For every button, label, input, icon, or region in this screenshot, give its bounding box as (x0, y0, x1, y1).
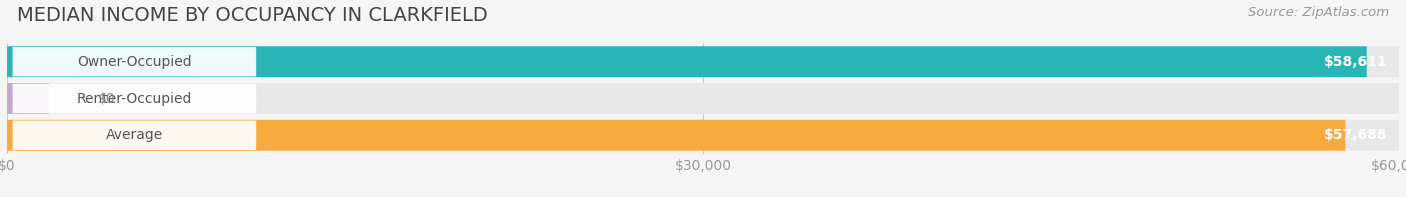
Text: Average: Average (105, 128, 163, 142)
Text: Owner-Occupied: Owner-Occupied (77, 55, 191, 69)
Text: Source: ZipAtlas.com: Source: ZipAtlas.com (1249, 6, 1389, 19)
FancyBboxPatch shape (13, 47, 256, 76)
FancyBboxPatch shape (13, 121, 256, 150)
Text: $58,611: $58,611 (1324, 55, 1388, 69)
FancyBboxPatch shape (7, 120, 1399, 151)
Text: MEDIAN INCOME BY OCCUPANCY IN CLARKFIELD: MEDIAN INCOME BY OCCUPANCY IN CLARKFIELD (17, 6, 488, 25)
Text: $57,688: $57,688 (1324, 128, 1388, 142)
FancyBboxPatch shape (7, 46, 1399, 77)
FancyBboxPatch shape (13, 84, 256, 113)
FancyBboxPatch shape (7, 46, 1367, 77)
FancyBboxPatch shape (7, 83, 49, 114)
FancyBboxPatch shape (7, 120, 1346, 151)
Text: $0: $0 (97, 91, 115, 106)
FancyBboxPatch shape (7, 83, 1399, 114)
Text: Renter-Occupied: Renter-Occupied (77, 91, 193, 106)
